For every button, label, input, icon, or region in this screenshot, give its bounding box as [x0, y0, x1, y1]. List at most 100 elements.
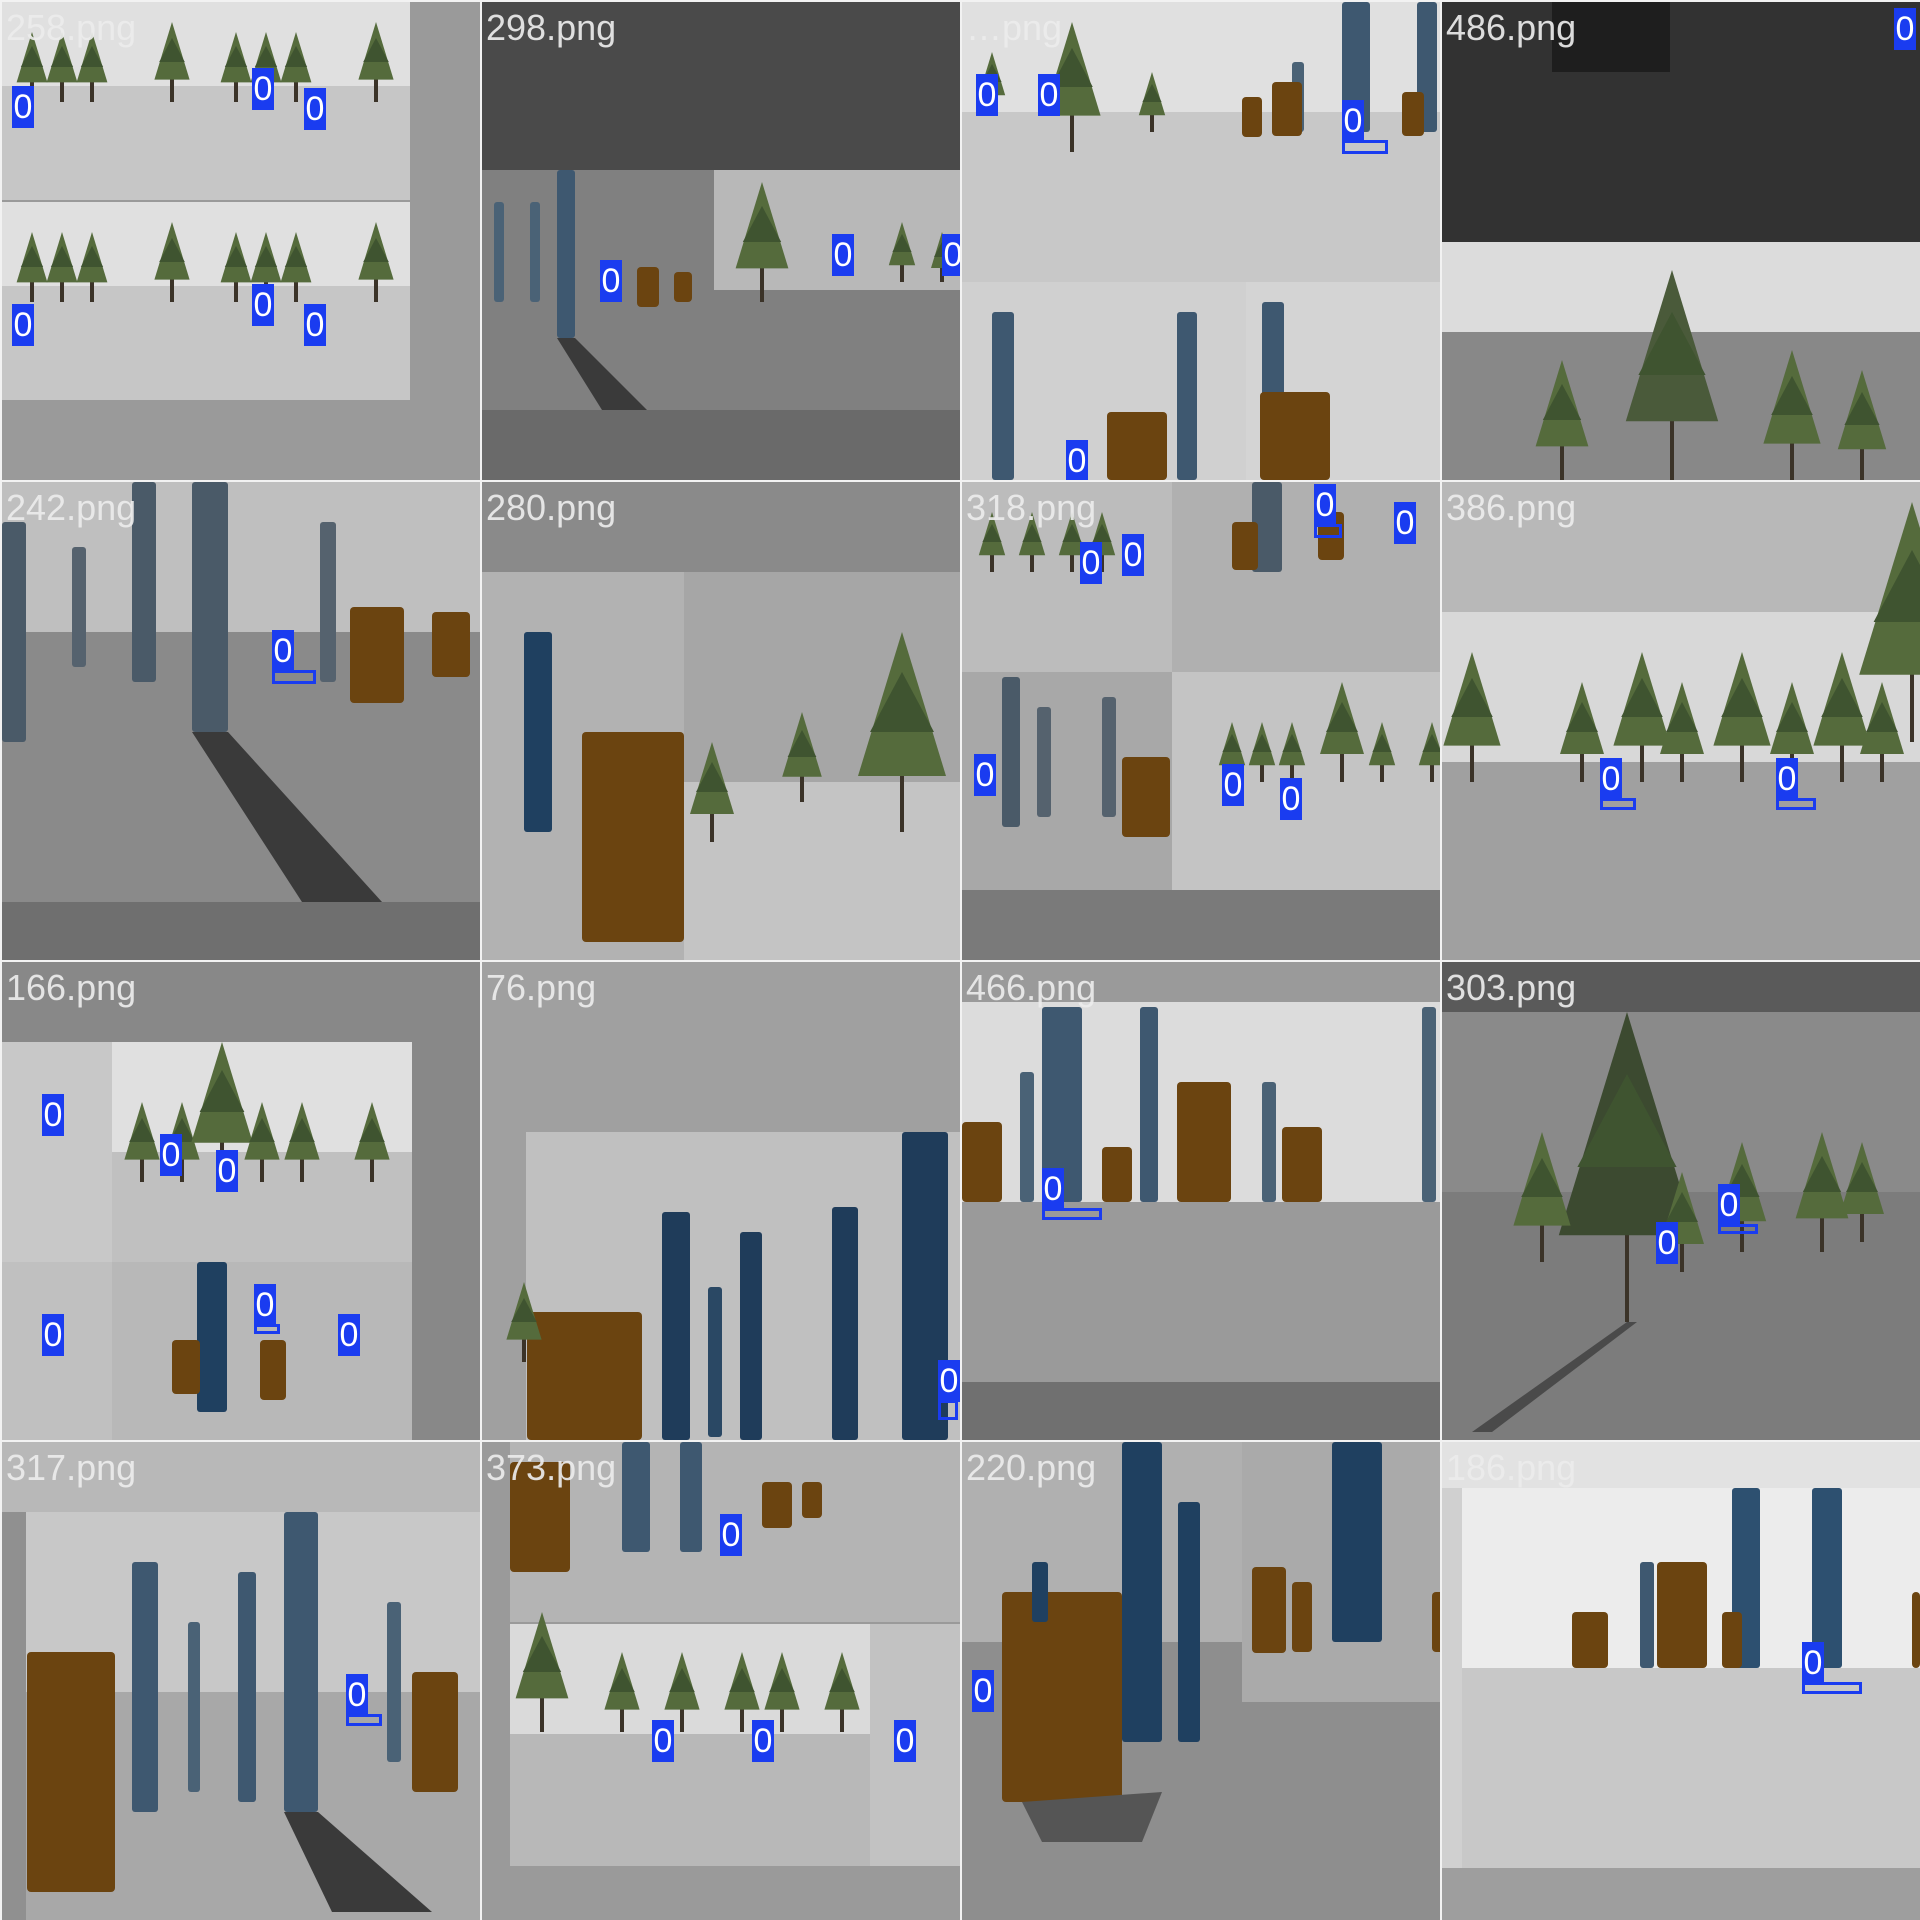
- panel: [962, 482, 1172, 672]
- detection-class-label: 0: [1802, 1642, 1824, 1684]
- pine-tree: [280, 32, 312, 102]
- pine-tree: [824, 1652, 860, 1732]
- scene-render: [1442, 1442, 1920, 1920]
- detection-class-label: 0: [652, 1720, 674, 1762]
- brown-cylinder: [1657, 1562, 1707, 1668]
- brown-cylinder: [1107, 412, 1167, 480]
- scene-render: [1442, 2, 1920, 480]
- detection-class-label: 0: [1894, 8, 1916, 50]
- detection-bounding-box: [1600, 798, 1636, 810]
- pillar: [622, 1442, 650, 1552]
- pine-tree: [604, 1652, 640, 1732]
- mosaic-tile: 0 0 0 0 0 0 166.png: [2, 962, 480, 1440]
- pine-tree: [1837, 370, 1887, 480]
- detection-class-label: 0: [42, 1094, 64, 1136]
- scene-render: [1442, 482, 1920, 960]
- brown-cylinder: [802, 1482, 822, 1518]
- detection-class-label: 0: [254, 1284, 276, 1326]
- pillar: [557, 170, 575, 338]
- detection-class-label: 0: [338, 1314, 360, 1356]
- detection-class-label: 0: [1066, 440, 1088, 480]
- pine-tree: [888, 222, 916, 282]
- pillar: [680, 1442, 702, 1552]
- pine-tree: [220, 32, 252, 102]
- pillar: [320, 522, 336, 682]
- scene-render: [482, 482, 960, 960]
- brown-cylinder: [527, 1312, 642, 1440]
- pine-tree: [1278, 722, 1306, 782]
- brown-cylinder: [1282, 1127, 1322, 1202]
- pine-tree: [1535, 360, 1589, 480]
- scene-render: [1442, 962, 1920, 1440]
- pine-tree: [354, 1102, 390, 1182]
- pine-tree: [76, 32, 108, 102]
- detection-class-label: 0: [304, 304, 326, 346]
- detection-class-label: 0: [1394, 502, 1416, 544]
- brown-cylinder: [1232, 522, 1258, 570]
- brown-cylinder: [412, 1672, 458, 1792]
- pillar: [662, 1212, 690, 1440]
- panel: [1442, 1868, 1920, 1920]
- scene-render: [962, 1442, 1440, 1920]
- pine-tree: [16, 232, 48, 302]
- pine-tree: [358, 22, 394, 102]
- brown-cylinder: [1912, 1592, 1920, 1668]
- pine-tree: [46, 232, 78, 302]
- panel: [1442, 962, 1920, 1012]
- pine-tree: [154, 222, 190, 302]
- scene-render: [2, 1442, 480, 1920]
- mosaic-tile: 0 317.png: [2, 1442, 480, 1920]
- pine-tree: [76, 232, 108, 302]
- mosaic-tile: 0 0 386.png: [1442, 482, 1920, 960]
- detection-class-label: 0: [1314, 484, 1336, 526]
- shadow: [284, 1812, 432, 1912]
- brown-cylinder: [172, 1340, 200, 1394]
- detection-class-label: 0: [720, 1514, 742, 1556]
- mosaic-tile: 0 0 0 0 0 0 0 318.png: [962, 482, 1440, 960]
- mosaic-tile: 0 0 0 0 …png: [962, 2, 1440, 480]
- scene-render: [962, 962, 1440, 1440]
- brown-cylinder: [1292, 1582, 1312, 1652]
- pine-tree: [1513, 1132, 1571, 1262]
- brown-cylinder: [762, 1482, 792, 1528]
- mosaic-tile: 280.png: [482, 482, 960, 960]
- scene-render: [2, 962, 480, 1440]
- pillar: [2, 522, 26, 742]
- pillar: [1002, 677, 1020, 827]
- brown-cylinder: [1002, 1592, 1122, 1802]
- pine-tree: [1320, 682, 1364, 782]
- pine-tree: [124, 1102, 160, 1182]
- pine-tree: [220, 232, 252, 302]
- pine-tree: [1018, 512, 1046, 572]
- panel: [1442, 482, 1920, 612]
- detection-class-label: 0: [12, 304, 34, 346]
- detection-class-label: 0: [1222, 764, 1244, 806]
- pine-tree: [1058, 512, 1086, 572]
- brown-cylinder: [1102, 1147, 1132, 1202]
- shadow: [557, 338, 647, 410]
- pine-tree: [978, 512, 1006, 572]
- panel: [2, 1042, 112, 1262]
- detection-bounding-box: [346, 1714, 382, 1726]
- detection-class-label: 0: [1122, 534, 1144, 576]
- detection-class-label: 0: [252, 284, 274, 326]
- pillar: [387, 1602, 401, 1762]
- detection-class-label: 0: [1600, 758, 1622, 800]
- detection-class-label: 0: [216, 1150, 238, 1192]
- pillar: [72, 547, 86, 667]
- pine-tree: [1558, 1012, 1696, 1322]
- pillar: [740, 1232, 762, 1440]
- pillar: [1342, 2, 1370, 132]
- detection-class-label: 0: [974, 754, 996, 796]
- detection-class-label: 0: [832, 234, 854, 276]
- pine-tree: [764, 1652, 800, 1732]
- detection-class-label: 0: [42, 1314, 64, 1356]
- scene-render: [482, 962, 960, 1440]
- pine-tree: [735, 182, 789, 302]
- mosaic-tile: 0 0 0 0 373.png: [482, 1442, 960, 1920]
- pine-tree: [1613, 652, 1671, 782]
- pillar: [188, 1622, 200, 1792]
- pine-tree: [1368, 722, 1396, 782]
- detection-class-label: 0: [252, 68, 274, 110]
- detection-class-label: 0: [1042, 1168, 1064, 1210]
